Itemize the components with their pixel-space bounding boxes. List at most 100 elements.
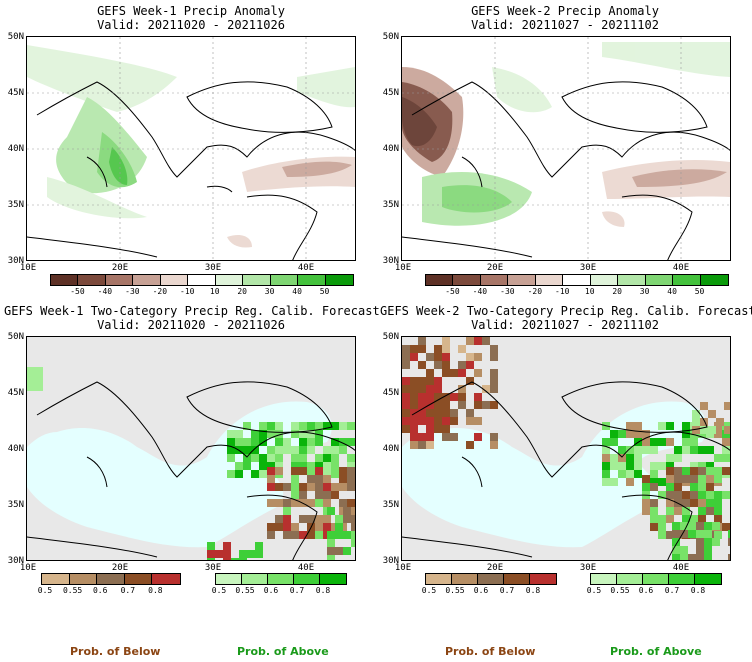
anomaly-colorbar-p2-tick: 50 bbox=[694, 287, 705, 296]
anomaly-colorbar-p2 bbox=[425, 274, 729, 286]
probability-cell bbox=[682, 422, 690, 430]
probability-cell bbox=[243, 454, 251, 462]
probability-cell bbox=[307, 430, 315, 438]
probability-cell bbox=[714, 515, 722, 523]
probability-cell bbox=[299, 430, 307, 438]
above-colorbar-p3-tick: 0.5 bbox=[211, 586, 227, 595]
map-week1-probability-graphic bbox=[27, 337, 356, 560]
probability-cell bbox=[666, 531, 674, 539]
anomaly-colorbar-p1-tick: 50 bbox=[319, 287, 330, 296]
probability-cell bbox=[410, 385, 418, 393]
probability-cell bbox=[474, 401, 482, 409]
anomaly-colorbar-p2-swatch bbox=[618, 275, 646, 285]
probability-cell bbox=[247, 550, 255, 558]
probability-cell bbox=[299, 467, 307, 475]
anomaly-colorbar-p1-swatch bbox=[160, 275, 189, 285]
probability-cell bbox=[291, 446, 299, 454]
probability-cell bbox=[466, 361, 474, 369]
probability-cell bbox=[698, 499, 706, 507]
probability-cell bbox=[730, 499, 731, 507]
probability-cell bbox=[618, 454, 626, 462]
probability-cell bbox=[255, 542, 263, 550]
probability-cell bbox=[658, 531, 666, 539]
probability-cell bbox=[450, 369, 458, 377]
below-colorbar-p3-tick: 0.55 bbox=[62, 586, 83, 595]
probability-cell bbox=[307, 470, 315, 478]
probability-cell bbox=[283, 507, 291, 515]
probability-cell bbox=[275, 462, 283, 470]
probability-cell bbox=[696, 522, 704, 530]
probability-cell bbox=[442, 425, 450, 433]
below-colorbar-p3-swatch bbox=[42, 574, 70, 584]
probability-cell bbox=[35, 383, 43, 391]
probability-cell bbox=[490, 401, 498, 409]
probability-cell bbox=[666, 438, 674, 446]
anomaly-colorbar-p2-swatch bbox=[645, 275, 674, 285]
probability-cell bbox=[235, 438, 243, 446]
probability-cell bbox=[690, 499, 698, 507]
probability-cell bbox=[343, 507, 351, 515]
probability-cell bbox=[442, 361, 450, 369]
probability-cell bbox=[490, 345, 498, 353]
anomaly-colorbar-p2-swatch bbox=[563, 275, 591, 285]
probability-cell bbox=[267, 422, 275, 430]
lat-label-40n-p3: 40N bbox=[7, 444, 24, 454]
probability-cell bbox=[450, 433, 458, 441]
probability-cell bbox=[27, 383, 35, 391]
probability-cell bbox=[730, 438, 731, 446]
probability-cell bbox=[355, 523, 356, 531]
anomaly-colorbar-p1-tick: 20 bbox=[237, 287, 247, 296]
probability-cell bbox=[426, 417, 434, 425]
lon-label-20e-p1: 20E bbox=[111, 263, 129, 273]
probability-cell bbox=[426, 353, 434, 361]
probability-cell bbox=[634, 430, 642, 438]
probability-cell bbox=[696, 554, 704, 560]
anomaly-colorbar-p1-tick: -10 bbox=[180, 287, 195, 296]
probability-cell bbox=[275, 438, 283, 446]
anomaly-colorbar-p1-swatch bbox=[133, 275, 161, 285]
probability-cell bbox=[474, 369, 482, 377]
anomaly-colorbar-p2-tick: -20 bbox=[527, 287, 543, 296]
lat-label-40n-p1: 40N bbox=[7, 144, 24, 154]
probability-cell bbox=[291, 499, 299, 507]
probability-cell bbox=[291, 483, 299, 491]
probability-cell bbox=[466, 441, 474, 449]
probability-cell bbox=[682, 507, 690, 515]
anomaly-colorbar-p1-tick: 30 bbox=[264, 287, 275, 296]
below-colorbar-p4-tick: 0.8 bbox=[525, 586, 541, 595]
probability-cell bbox=[323, 523, 331, 531]
probability-cell bbox=[231, 558, 239, 560]
probability-cell bbox=[674, 446, 682, 454]
probability-cell bbox=[450, 409, 458, 417]
anomaly-colorbar-p1-swatch bbox=[325, 275, 353, 285]
probability-cell bbox=[434, 401, 442, 409]
probability-cell bbox=[402, 345, 410, 353]
probability-cell bbox=[315, 422, 323, 430]
probability-cell bbox=[291, 475, 299, 483]
probability-cell bbox=[680, 554, 688, 560]
probability-cell bbox=[327, 547, 335, 555]
probability-cell bbox=[227, 454, 235, 462]
probability-cell bbox=[634, 422, 642, 430]
anomaly-colorbar-p2-tick: -40 bbox=[472, 287, 488, 296]
probability-cell bbox=[315, 467, 323, 475]
probability-cell bbox=[355, 462, 356, 470]
probability-cell bbox=[482, 337, 490, 345]
anomaly-colorbar-p1-swatch bbox=[78, 275, 106, 285]
probability-cell bbox=[402, 361, 410, 369]
probability-cell bbox=[674, 467, 682, 475]
probability-cell bbox=[634, 470, 642, 478]
probability-cell bbox=[299, 438, 307, 446]
probability-cell bbox=[706, 491, 714, 499]
probability-cell bbox=[315, 438, 323, 446]
probability-cell bbox=[482, 401, 490, 409]
map-week2-anomaly bbox=[401, 36, 731, 261]
lat-label-45n-p3: 45N bbox=[7, 388, 24, 398]
probability-cell bbox=[690, 462, 698, 470]
probability-cell bbox=[347, 475, 355, 483]
probability-cell bbox=[259, 470, 267, 478]
probability-cell bbox=[626, 478, 634, 486]
probability-cell bbox=[259, 422, 267, 430]
probability-cell bbox=[650, 499, 658, 507]
probability-cell bbox=[450, 417, 458, 425]
